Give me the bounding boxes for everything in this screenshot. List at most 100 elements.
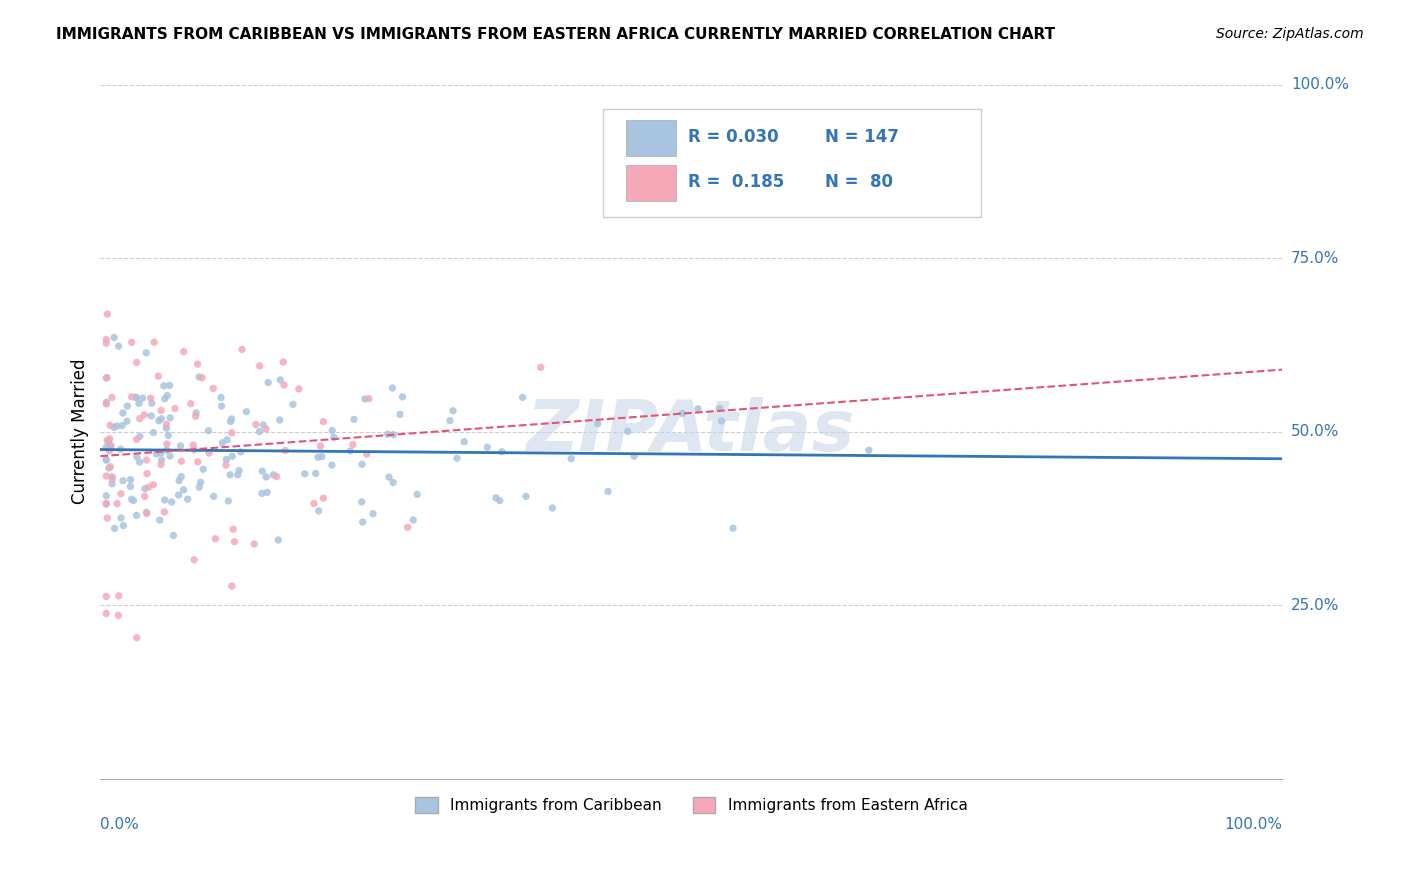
Point: [128, 411, 150, 425]
Point: [96, 496, 118, 510]
Text: N =  80: N = 80: [825, 173, 893, 191]
Point: [352, 515, 374, 529]
Point: [96, 336, 118, 351]
Point: [193, 462, 215, 476]
Point: [235, 404, 257, 418]
Point: [312, 415, 335, 429]
Point: [623, 449, 645, 463]
Point: [98, 443, 121, 458]
Legend: Immigrants from Caribbean, Immigrants from Eastern Africa: Immigrants from Caribbean, Immigrants fr…: [409, 791, 974, 820]
Point: [96, 370, 118, 384]
Point: [215, 458, 238, 472]
Point: [96, 452, 118, 467]
Point: [155, 443, 177, 458]
Point: [121, 335, 143, 350]
Point: [96, 333, 118, 347]
Point: [148, 369, 170, 384]
Point: [257, 376, 280, 390]
Point: [197, 424, 219, 438]
Point: [188, 480, 211, 494]
Point: [269, 413, 291, 427]
Point: [560, 451, 582, 466]
Point: [228, 463, 250, 477]
Point: [530, 360, 553, 375]
Point: [219, 467, 242, 482]
Point: [96, 489, 118, 503]
Point: [198, 446, 221, 460]
Point: [273, 378, 295, 392]
Point: [267, 533, 290, 547]
Point: [96, 397, 118, 411]
Point: [184, 409, 207, 424]
Point: [616, 425, 638, 439]
Point: [117, 399, 139, 413]
Point: [103, 521, 125, 535]
Point: [308, 504, 330, 518]
Point: [159, 378, 181, 392]
Point: [446, 451, 468, 466]
Point: [148, 414, 170, 428]
Point: [153, 379, 176, 393]
Point: [169, 439, 191, 453]
Point: [188, 370, 211, 384]
Point: [441, 404, 464, 418]
Point: [512, 390, 534, 404]
Point: [252, 464, 274, 478]
Point: [180, 397, 202, 411]
Point: [125, 355, 148, 369]
Point: [343, 412, 366, 426]
Point: [107, 608, 129, 623]
FancyBboxPatch shape: [603, 109, 981, 217]
Point: [488, 493, 510, 508]
Point: [302, 497, 325, 511]
Point: [101, 391, 124, 405]
Text: IMMIGRANTS FROM CARIBBEAN VS IMMIGRANTS FROM EASTERN AFRICA CURRENTLY MARRIED CO: IMMIGRANTS FROM CARIBBEAN VS IMMIGRANTS …: [56, 27, 1056, 42]
Point: [103, 420, 125, 434]
Point: [101, 472, 124, 486]
Point: [304, 467, 326, 481]
Point: [356, 447, 378, 461]
Point: [596, 484, 619, 499]
Point: [252, 417, 274, 432]
Point: [110, 511, 132, 525]
Point: [103, 330, 125, 344]
Point: [377, 427, 399, 442]
Point: [100, 441, 122, 455]
Point: [153, 392, 176, 406]
Point: [153, 493, 176, 508]
Point: [110, 442, 132, 456]
Text: 100.0%: 100.0%: [1225, 817, 1282, 832]
Point: [224, 534, 246, 549]
Point: [381, 381, 404, 395]
Point: [156, 437, 179, 451]
Point: [167, 488, 190, 502]
Point: [245, 417, 267, 432]
Point: [170, 469, 193, 483]
Point: [339, 443, 361, 458]
Text: R = 0.030: R = 0.030: [688, 128, 779, 146]
Point: [350, 495, 373, 509]
Point: [96, 469, 118, 483]
Point: [491, 444, 513, 458]
Y-axis label: Currently Married: Currently Married: [72, 359, 89, 505]
Point: [357, 392, 380, 406]
Point: [135, 505, 157, 519]
Point: [111, 418, 134, 433]
Point: [128, 455, 150, 469]
Text: 100.0%: 100.0%: [1291, 78, 1348, 93]
Point: [222, 522, 245, 536]
Point: [211, 399, 233, 413]
Point: [354, 392, 377, 406]
Point: [135, 345, 157, 359]
Point: [249, 425, 271, 439]
Point: [96, 307, 118, 321]
Point: [350, 457, 373, 471]
Point: [120, 473, 142, 487]
Point: [162, 528, 184, 542]
Point: [159, 410, 181, 425]
Point: [138, 480, 160, 494]
Point: [153, 505, 176, 519]
Point: [96, 590, 118, 604]
Point: [187, 455, 209, 469]
Point: [485, 491, 508, 505]
